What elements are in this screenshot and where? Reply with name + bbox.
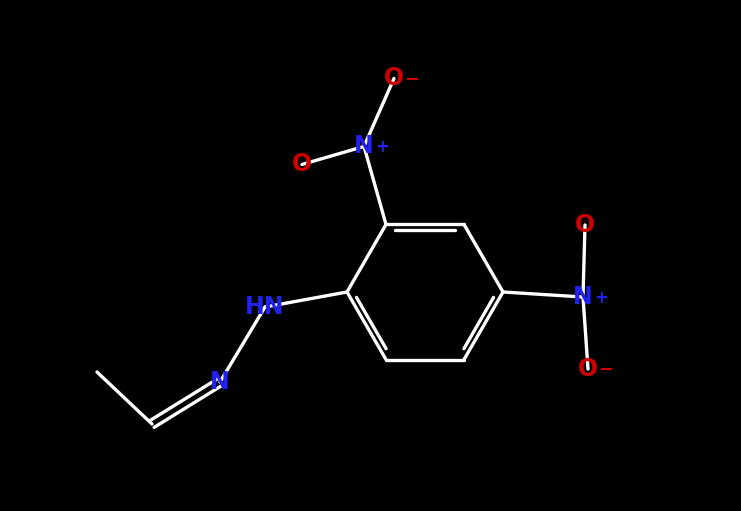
Text: −: −: [598, 361, 613, 379]
Text: HN: HN: [245, 295, 285, 319]
Text: N: N: [573, 285, 593, 309]
Text: O: O: [384, 66, 404, 90]
Text: N: N: [210, 370, 230, 394]
Text: N: N: [354, 134, 374, 158]
Text: O: O: [578, 357, 598, 381]
Text: O: O: [292, 152, 312, 176]
Text: +: +: [375, 138, 389, 156]
Text: O: O: [575, 213, 595, 237]
Text: −: −: [404, 71, 419, 88]
Text: +: +: [594, 289, 608, 307]
